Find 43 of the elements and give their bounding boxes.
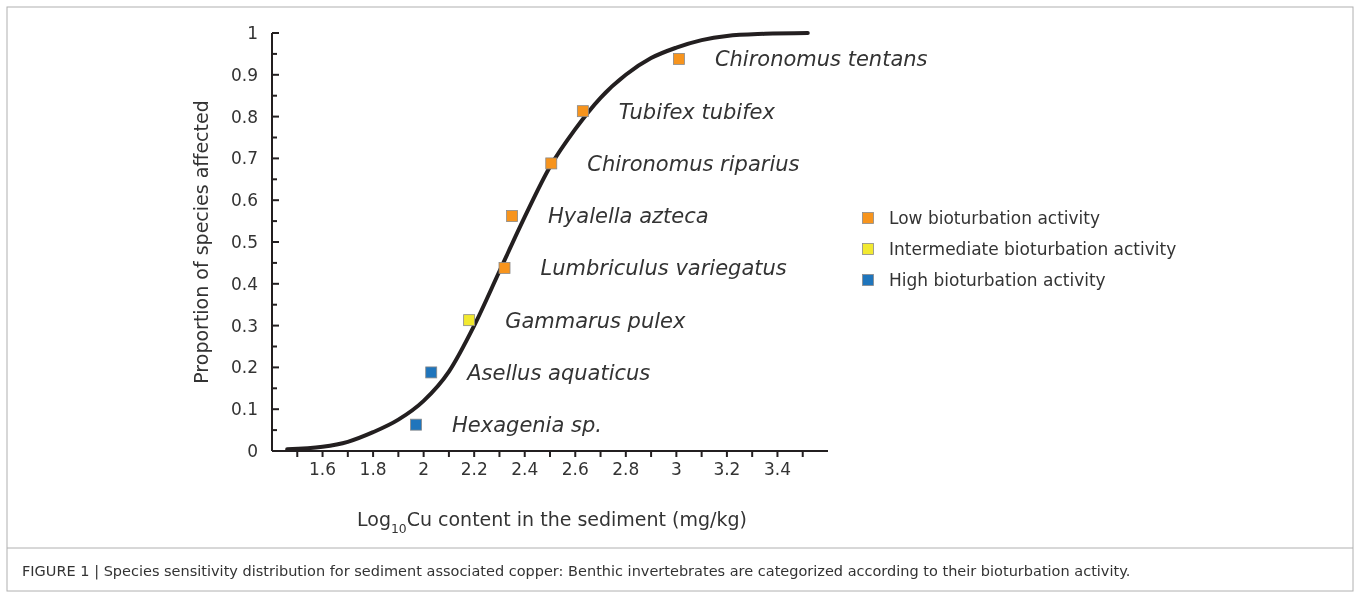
point (410, 418, 422, 431)
x-tick-label: 2.6 (561, 459, 589, 479)
y-tick-label: 1 (247, 22, 258, 43)
annotation: Chironomus tentans (714, 47, 928, 72)
point (545, 157, 558, 170)
y-axis-title: Proportion of species affected (190, 100, 212, 384)
annotation: Hyalella azteca (548, 204, 709, 229)
caption: FIGURE 1 | Species sensitivity distribution for sediment associated copper: Benthic invertebrates are categorized according to their bioturbation activity. (22, 563, 1131, 580)
x-tick-label: 2.4 (511, 459, 539, 479)
annotation: Chironomus riparius (587, 151, 800, 176)
annotation: Gammarus pulex (505, 308, 686, 333)
y-tick-label: 0.2 (230, 357, 258, 378)
x-tick-label: 3 (670, 459, 682, 479)
x-tick-label: 3.4 (763, 459, 791, 479)
x-tick-label: 3.2 (713, 459, 741, 479)
x-tick-label: 2 (418, 459, 430, 479)
point (463, 314, 476, 327)
y-tick-label: 0.5 (230, 231, 258, 252)
x-tick-label: 2.2 (460, 459, 488, 479)
point (672, 53, 685, 65)
annotation: Tubifex tubifex (618, 99, 776, 124)
legend-label: Intermediate bioturbation activity (889, 238, 1177, 259)
x-axis-title: Log$_{10}$Cu content in the sediment (mg/kg) (357, 508, 747, 536)
annotation: Hexagenia sp. (452, 413, 602, 438)
legend-label: High bioturbation activity (889, 269, 1106, 290)
x-tick-label: 1.6 (309, 459, 337, 479)
legend-label: Low bioturbation activity (889, 207, 1101, 228)
annotation: Lumbriculus variegatus (540, 256, 787, 281)
y-tick-label: 0 (247, 440, 258, 461)
y-tick-label: 0.6 (230, 190, 258, 211)
y-tick-label: 0.3 (230, 315, 258, 336)
annotation: Asellus aquaticus (465, 360, 651, 385)
point (425, 366, 438, 379)
y-tick-label: 0.9 (230, 64, 258, 85)
y-tick-label: 0.4 (230, 273, 258, 294)
y-tick-label: 0.1 (230, 399, 258, 420)
point (576, 105, 589, 118)
x-tick-label: 1.8 (359, 459, 387, 479)
y-tick-label: 0.8 (230, 106, 258, 127)
point (498, 262, 511, 274)
point (506, 210, 518, 222)
y-tick-label: 0.7 (230, 148, 258, 169)
x-tick-label: 2.8 (612, 459, 640, 479)
